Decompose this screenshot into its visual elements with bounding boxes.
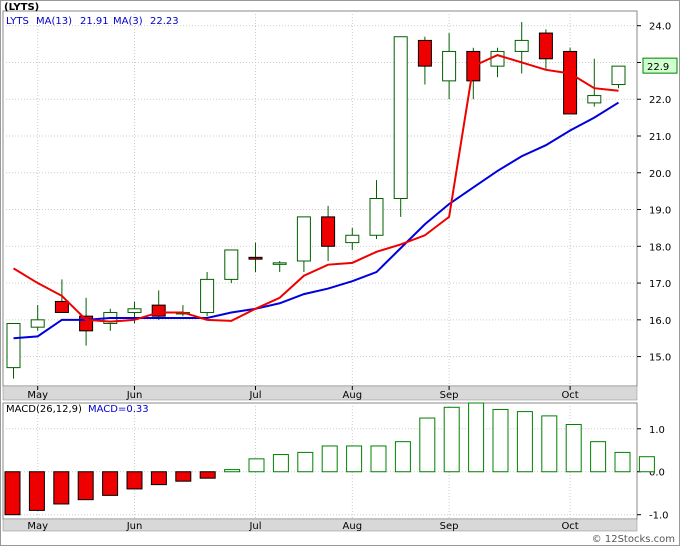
macd-bar-negative — [150, 471, 167, 486]
macd-bar-positive — [565, 423, 582, 473]
candle-up — [514, 39, 529, 52]
macd-bar-positive — [297, 451, 314, 473]
candle-down — [417, 39, 432, 67]
price-ytick-label: 21.0 — [649, 132, 671, 143]
macd-xtick-label: Aug — [343, 521, 363, 532]
price-ytick-label: 20.0 — [649, 169, 671, 180]
macd-panel: 1.0 0.0 -1.0 May Jun Jul Aug Sep Oct — [2, 402, 669, 532]
macd-bar-positive — [638, 456, 655, 473]
macd-bar-positive — [370, 445, 387, 473]
macd-ytick-label: 1.0 — [649, 425, 665, 436]
candle-down — [248, 256, 263, 260]
candle-up — [296, 216, 311, 262]
price-xtick-label: Aug — [343, 390, 363, 401]
candle-down — [321, 216, 336, 247]
macd-bar-positive — [492, 408, 509, 473]
candle-up — [393, 36, 408, 200]
macd-xtick-label: Sep — [440, 521, 459, 532]
watermark: © 12Stocks.com — [592, 534, 675, 545]
macd-xtick-label: Jun — [126, 521, 143, 532]
macd-bar-positive — [224, 469, 241, 473]
macd-bar-positive — [272, 454, 289, 473]
candle-down — [151, 304, 166, 317]
macd-xtick-label: Jul — [248, 521, 261, 532]
macd-x-axis-band — [2, 518, 638, 532]
price-ytick-label: 24.0 — [649, 22, 671, 33]
macd-bar-positive — [321, 445, 338, 473]
macd-bar-positive — [541, 415, 558, 473]
legend-ma13-value: 21.91 — [80, 16, 109, 27]
macd-bar-negative — [53, 471, 70, 505]
price-xtick-label: May — [27, 390, 48, 401]
last-price-box — [642, 57, 678, 74]
price-ytick-label: 15.0 — [649, 353, 671, 364]
candle-up — [587, 95, 602, 104]
price-ytick-label: 16.0 — [649, 316, 671, 327]
macd-bar-positive — [468, 402, 485, 473]
price-ytick-label: 22.0 — [649, 95, 671, 106]
candle-up — [224, 249, 239, 280]
macd-ytick-label: -1.0 — [649, 511, 669, 522]
price-xtick-label: Sep — [440, 390, 459, 401]
price-xtick-label: Jul — [248, 390, 261, 401]
price-x-axis-band — [2, 385, 638, 401]
macd-bar-positive — [346, 445, 363, 473]
price-xtick-label: Jun — [126, 390, 143, 401]
macd-bar-positive — [419, 417, 436, 473]
candle-up — [272, 262, 287, 265]
macd-ytick-label: 0.0 — [649, 468, 665, 479]
macd-bar-negative — [126, 471, 143, 490]
macd-bar-negative — [102, 471, 119, 496]
candle-up — [345, 234, 360, 244]
macd-bar-positive — [614, 451, 631, 473]
legend-ticker: LYTS — [6, 16, 29, 27]
candle-down — [54, 300, 69, 313]
candle-up — [442, 50, 457, 82]
macd-bar-negative — [4, 471, 21, 516]
ma13-line — [13, 101, 620, 340]
macd-bar-positive — [516, 411, 533, 473]
candle-up — [611, 65, 626, 86]
macd-bar-positive — [590, 441, 607, 473]
chart-texts: (LYTS) LYTS MA(13) 21.91 MA(3) 22.23 MACD(26,1… — [4, 2, 675, 545]
candle-down — [563, 50, 578, 115]
macd-bar-negative — [28, 471, 45, 511]
candle-up — [369, 198, 384, 236]
candle-down — [538, 32, 553, 60]
candle-up — [490, 50, 505, 67]
macd-bar-negative — [199, 471, 216, 479]
legend-ma3-label: MA(3) — [113, 16, 143, 27]
candle-down — [79, 315, 94, 332]
candle-up — [6, 323, 21, 369]
price-plot-area — [2, 10, 638, 387]
ma3-line — [12, 54, 619, 323]
macd-bar-positive — [443, 406, 460, 473]
last-price-label: 22.9 — [647, 62, 669, 73]
candle-up — [30, 319, 45, 328]
price-xtick-label: Oct — [561, 390, 578, 401]
legend-ma3-value: 22.23 — [150, 16, 179, 27]
price-ytick-label: 17.0 — [649, 279, 671, 290]
chart-title: (LYTS) — [4, 2, 39, 13]
macd-legend-label: MACD(26,12,9) — [6, 404, 82, 415]
candle-up — [200, 278, 215, 313]
price-panel: 15.016.017.018.019.020.021.022.023.024.0… — [2, 10, 678, 401]
legend-ma13-label: MA(13) — [36, 16, 72, 27]
macd-legend-value: MACD=0.33 — [88, 404, 149, 415]
price-ytick-label: 18.0 — [649, 242, 671, 253]
macd-bar-positive — [248, 458, 265, 473]
macd-xtick-label: Oct — [561, 521, 578, 532]
macd-bar-negative — [175, 471, 192, 482]
macd-xtick-label: May — [27, 521, 48, 532]
macd-bar-negative — [77, 471, 94, 501]
macd-bar-positive — [394, 441, 411, 473]
price-ytick-label: 19.0 — [649, 206, 671, 217]
candle-up — [127, 308, 142, 313]
